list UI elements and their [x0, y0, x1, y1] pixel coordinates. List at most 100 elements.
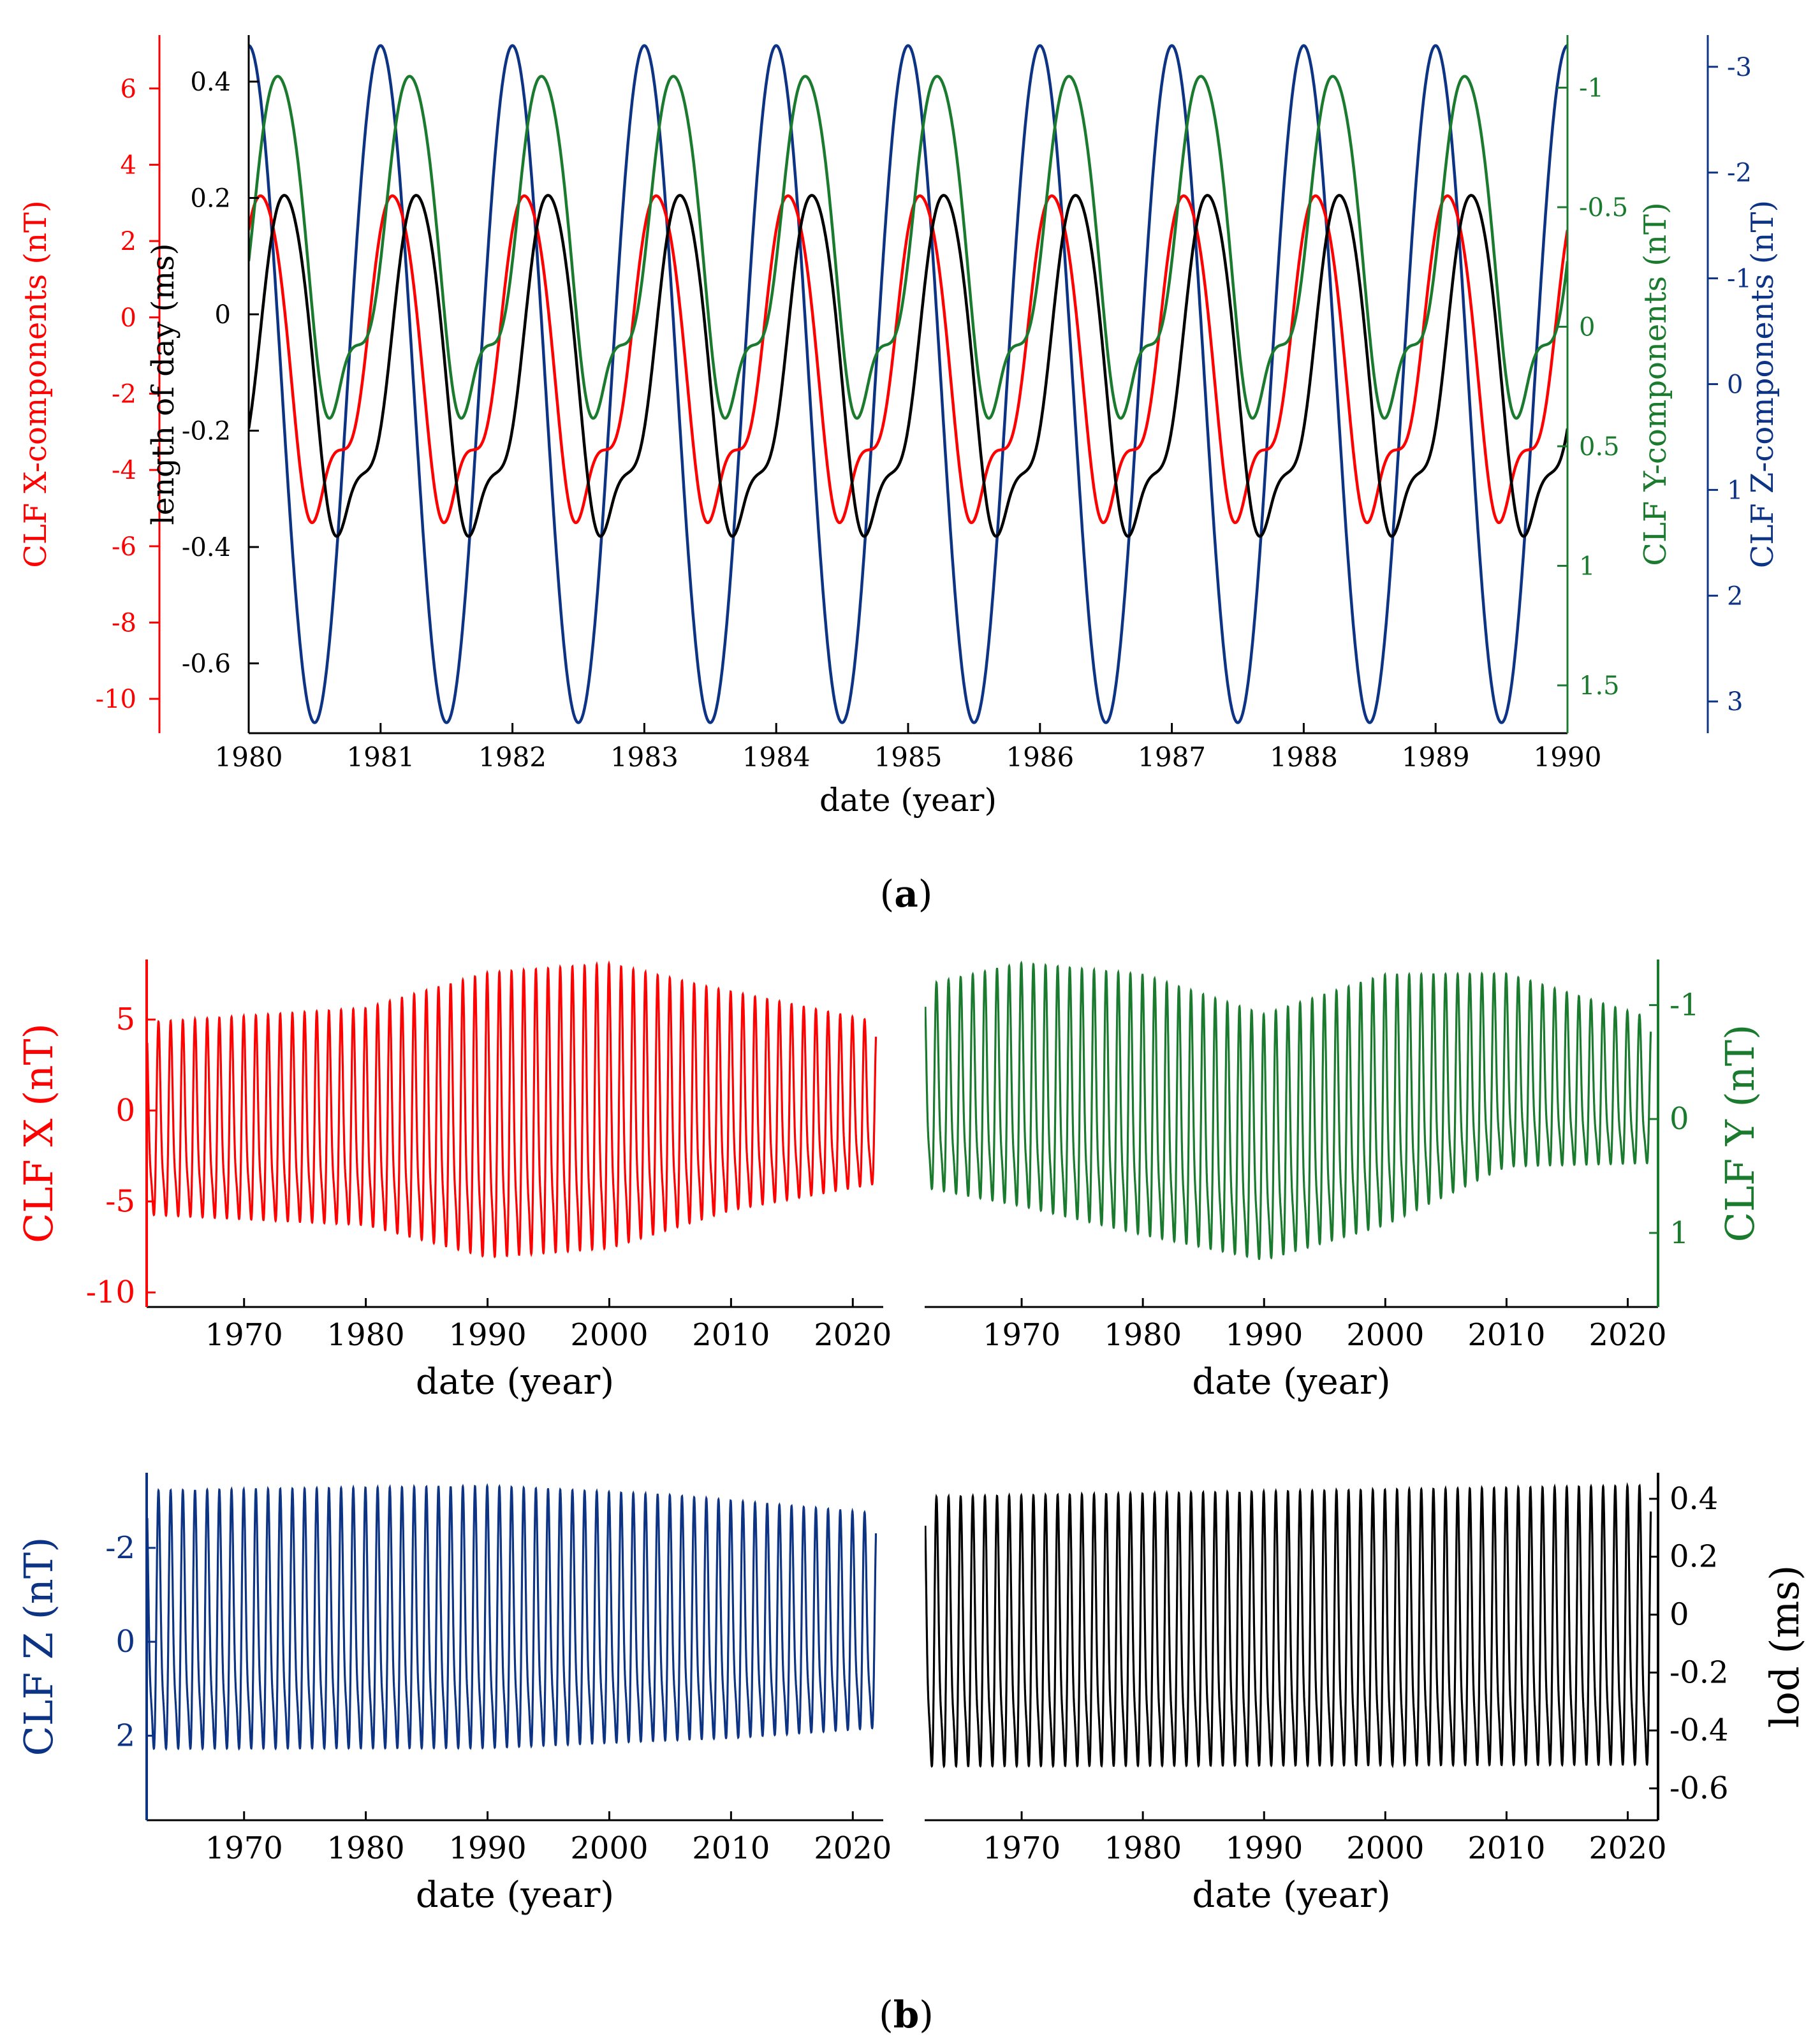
panel-b-lod-x-tick-label: 2000 [1346, 1830, 1424, 1866]
panel-b-lod-x-label: date (year) [1192, 1874, 1390, 1916]
panel-a-chart: 1980 1981 1982 1983 1984 1985 1986 1987 1988 1989… [18, 35, 1780, 819]
panel-a-x-tick-label: 1988 [1270, 741, 1338, 773]
panel-a-y-tick-label-z: 0 [1727, 370, 1743, 400]
panel-a-x-tick-label: 1983 [610, 741, 679, 773]
panel-a-series-y [249, 75, 1567, 420]
panel-b-lod-y-tick-label: -0.6 [1670, 1770, 1729, 1806]
panel-b-z-x-tick-label: 2010 [692, 1830, 770, 1866]
panel-b-x-series [147, 960, 877, 1259]
panel-b-lod-y-label: lod (ms) [1761, 1565, 1808, 1728]
panel-a-y-tick-label-y: -1 [1579, 74, 1604, 103]
panel-a-y-tick-label-y: 1.5 [1579, 671, 1620, 701]
panel-b-z-x-tick-label: 2020 [814, 1830, 892, 1866]
panel-a-x-tick-label: 1990 [1534, 741, 1602, 773]
panel-b-z-y-tick-label: 2 [115, 1718, 135, 1753]
panel-b-x-x-tick-label: 2010 [692, 1317, 770, 1353]
panel-b-lod-chart: 1970 1980 1990 2000 2010 2020 date (year) 0.4 0.… [925, 1473, 1808, 1916]
panel-b-lod-y-tick-label: 0 [1670, 1597, 1689, 1633]
panel-a-y-tick-label-z: 1 [1727, 476, 1743, 505]
panel-b-lod-y-tick-label: 0.4 [1670, 1481, 1718, 1517]
panel-a-x-tick-label: 1986 [1006, 741, 1074, 773]
panel-a-y-tick-label-y: -0.5 [1579, 193, 1628, 223]
panel-a-y-tick-label-x: 2 [121, 227, 136, 256]
panel-a-y-tick-label-lod: -0.2 [182, 417, 231, 446]
panel-a-y-tick-label-y: 0 [1579, 313, 1595, 342]
panel-b-x-x-tick-label: 1970 [205, 1317, 283, 1353]
panel-b-y-chart: 1970 1980 1990 2000 2010 2020 date (year) -1 0 1 C… [925, 960, 1763, 1403]
panel-a-y-tick-label-x: 0 [121, 303, 136, 333]
panel-b-x-chart: 1970 1980 1990 2000 2010 2020 date (year) 5 0 -5 -… [15, 960, 892, 1403]
panel-a-series-z [249, 44, 1567, 724]
panel-b-x-y-tick-label: -10 [86, 1274, 135, 1310]
panel-b-y-x-label: date (year) [1192, 1361, 1390, 1403]
panel-b-x-y-tick-label: 0 [115, 1093, 135, 1128]
panel-b-x-y-tick-label: 5 [115, 1002, 135, 1037]
panel-b-x-x-tick-label: 2000 [570, 1317, 648, 1353]
panel-a-x-tick-label: 1981 [346, 741, 415, 773]
panel-b-z-x-tick-label: 1970 [205, 1830, 283, 1866]
panel-a-series-x [249, 194, 1567, 525]
panel-a-x-tick-label: 1980 [215, 741, 283, 773]
panel-a-y-tick-label-y: 0.5 [1579, 432, 1620, 462]
panel-b-z-y-label: CLF Z (nT) [15, 1537, 62, 1756]
panel-b-y-x-tick-label: 2020 [1589, 1317, 1666, 1353]
panel-b-lod-y-tick-label: 0.2 [1670, 1539, 1718, 1575]
panel-a-y-label-x: CLF X-components (nT) [18, 200, 54, 568]
panel-a-x-tick-label: 1982 [478, 741, 547, 773]
panel-b-lod-x-tick-label: 1980 [1104, 1830, 1182, 1866]
panel-b-z-series [147, 1483, 877, 1751]
panel-b-lod-y-tick-label: -0.4 [1670, 1712, 1729, 1748]
panel-a-y-tick-label-lod: -0.4 [182, 533, 231, 562]
panel-a-y-tick-label-x: -8 [112, 608, 136, 638]
panel-b-y-series [925, 960, 1652, 1260]
panel-b-caption: (b) [879, 1993, 934, 2036]
panel-b-y-y-label: CLF Y (nT) [1717, 1025, 1763, 1243]
panel-a-y-tick-label-lod: 0 [215, 300, 231, 330]
panel-a-y-tick-label-lod: -0.6 [182, 650, 231, 679]
panel-a-y-label-y: CLF Y-components (nT) [1638, 202, 1673, 566]
panel-b-x-x-label: date (year) [416, 1361, 614, 1403]
panel-b-x-x-tick-label: 1980 [327, 1317, 405, 1353]
panel-a-y-tick-label-x: 4 [121, 150, 136, 180]
panel-a-y-tick-label-y: 1 [1579, 552, 1595, 581]
panel-a-y-tick-label-z: -1 [1727, 265, 1752, 294]
panel-a-x-tick-label: 1984 [742, 741, 811, 773]
panel-a-y-tick-label-lod: 0.4 [190, 68, 231, 97]
panel-b-y-x-tick-label: 1970 [983, 1317, 1061, 1353]
panel-b-lod-series [925, 1482, 1652, 1769]
panel-a-y-tick-label-lod: 0.2 [190, 184, 231, 214]
panel-a-y-tick-label-z: -3 [1727, 53, 1752, 82]
panel-a-y-label-z: CLF Z-components (nT) [1745, 200, 1780, 568]
panel-b-y-x-tick-label: 1980 [1104, 1317, 1182, 1353]
panel-a-x-label: date (year) [819, 782, 997, 819]
panel-b-y-x-tick-label: 1990 [1225, 1317, 1303, 1353]
panel-b-y-x-tick-label: 2010 [1467, 1317, 1545, 1353]
panel-b-lod-x-tick-label: 1990 [1225, 1830, 1303, 1866]
panel-b-x-x-tick-label: 2020 [814, 1317, 892, 1353]
panel-a-x-tick-label: 1985 [874, 741, 943, 773]
panel-a-y-tick-label-x: -10 [96, 685, 136, 714]
panel-b-y-x-tick-label: 2000 [1346, 1317, 1424, 1353]
panel-b-y-y-tick-label: 0 [1670, 1101, 1689, 1137]
panel-a-caption: (a) [880, 872, 933, 916]
panel-b-lod-x-tick-label: 2010 [1467, 1830, 1545, 1866]
panel-b-z-x-tick-label: 1990 [448, 1830, 526, 1866]
panel-b-z-y-tick-label: -2 [105, 1530, 135, 1566]
panel-b-lod-x-tick-label: 2020 [1589, 1830, 1666, 1866]
panel-b-y-y-tick-label: -1 [1670, 987, 1699, 1023]
panel-b-x-x-tick-label: 1990 [448, 1317, 526, 1353]
panel-a-y-label-lod: length of day (ms) [145, 243, 181, 525]
panel-b-z-y-tick-label: 0 [115, 1624, 135, 1660]
panel-a-y-tick-label-z: -2 [1727, 159, 1752, 188]
panel-b-y-y-tick-label: 1 [1670, 1215, 1689, 1251]
panel-a-x-tick-label: 1989 [1402, 741, 1470, 773]
panel-b-z-chart: 1970 1980 1990 2000 2010 2020 date (year) -2 0 2 C… [15, 1473, 892, 1916]
panel-b-z-x-tick-label: 1980 [327, 1830, 405, 1866]
panel-b-z-x-tick-label: 2000 [570, 1830, 648, 1866]
panel-a-y-tick-label-z: 3 [1727, 687, 1743, 717]
panel-b-x-y-tick-label: -5 [105, 1184, 135, 1220]
panel-a-y-tick-label-x: -4 [112, 456, 136, 485]
panel-a-y-tick-label-x: 6 [121, 75, 136, 104]
panel-b-x-y-label: CLF X (nT) [15, 1023, 62, 1243]
